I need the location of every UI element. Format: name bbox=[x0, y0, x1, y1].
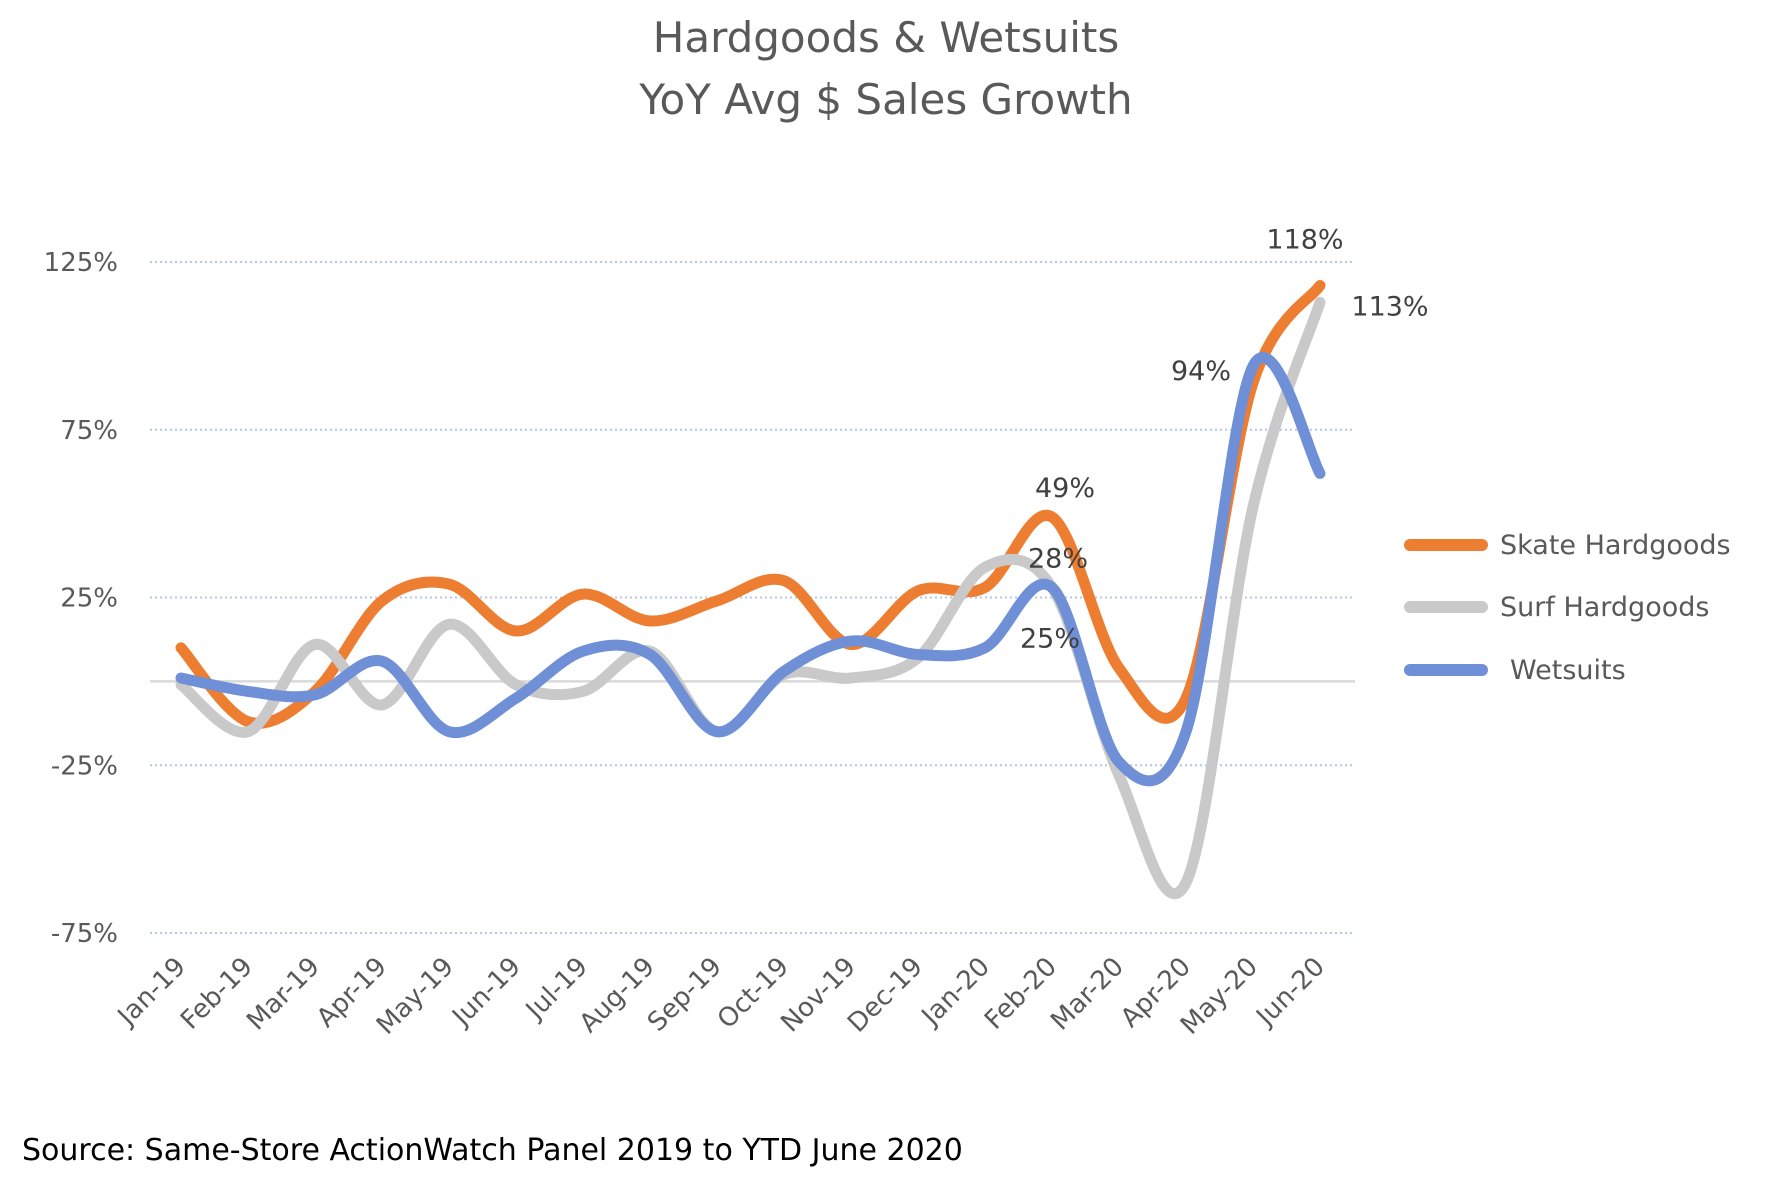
data-label: 113% bbox=[1351, 291, 1428, 322]
data-label: 49% bbox=[1035, 473, 1095, 504]
x-tick-label: Dec-19 bbox=[842, 952, 929, 1039]
legend-label: Surf Hardgoods bbox=[1500, 592, 1709, 623]
data-labels: 118% 113% 94% 49% 28% 25% bbox=[1020, 224, 1429, 654]
x-tick-label: Sep-19 bbox=[642, 952, 728, 1038]
x-tick-label: Jun-20 bbox=[1250, 952, 1331, 1033]
y-tick-label: -25% bbox=[51, 751, 118, 781]
source-note: Source: Same-Store ActionWatch Panel 201… bbox=[22, 1133, 963, 1168]
x-tick-label: Jun-19 bbox=[446, 952, 527, 1033]
x-tick-label: Feb-19 bbox=[175, 952, 259, 1036]
x-tick-label: Mar-19 bbox=[241, 952, 326, 1037]
y-tick-label: 125% bbox=[44, 248, 118, 278]
y-tick-label: 25% bbox=[60, 584, 118, 614]
x-tick-label: Jan-19 bbox=[111, 952, 192, 1033]
series-line-wetsuits bbox=[175, 351, 1326, 787]
data-label: 94% bbox=[1171, 356, 1231, 387]
legend-label: Wetsuits bbox=[1510, 655, 1626, 686]
data-label: 118% bbox=[1266, 224, 1343, 255]
chart-title-line-2: YoY Avg $ Sales Growth bbox=[638, 75, 1132, 124]
series-line-surf-hardgoods bbox=[175, 296, 1326, 899]
chart-title-line-1: Hardgoods & Wetsuits bbox=[653, 13, 1119, 62]
series-line-skate-hardgoods bbox=[175, 280, 1326, 729]
legend-label: Skate Hardgoods bbox=[1500, 530, 1731, 561]
x-tick-label: Mar-20 bbox=[1045, 952, 1130, 1037]
x-tick-label: Jan-20 bbox=[915, 952, 996, 1033]
y-axis-tick-labels: -75% -25% 25% 75% 125% bbox=[44, 248, 118, 949]
y-tick-label: -75% bbox=[51, 919, 118, 949]
legend: Skate Hardgoods Surf Hardgoods Wetsuits bbox=[1404, 530, 1731, 686]
series-lines bbox=[175, 280, 1326, 899]
data-label: 28% bbox=[1028, 543, 1088, 574]
data-label: 25% bbox=[1020, 623, 1080, 654]
y-tick-label: 75% bbox=[60, 416, 118, 446]
x-tick-label: Aug-19 bbox=[574, 952, 661, 1039]
x-tick-label: Feb-20 bbox=[979, 952, 1063, 1036]
x-axis-tick-labels: Jan-19Feb-19Mar-19Apr-19May-19Jun-19Jul-… bbox=[111, 952, 1331, 1041]
